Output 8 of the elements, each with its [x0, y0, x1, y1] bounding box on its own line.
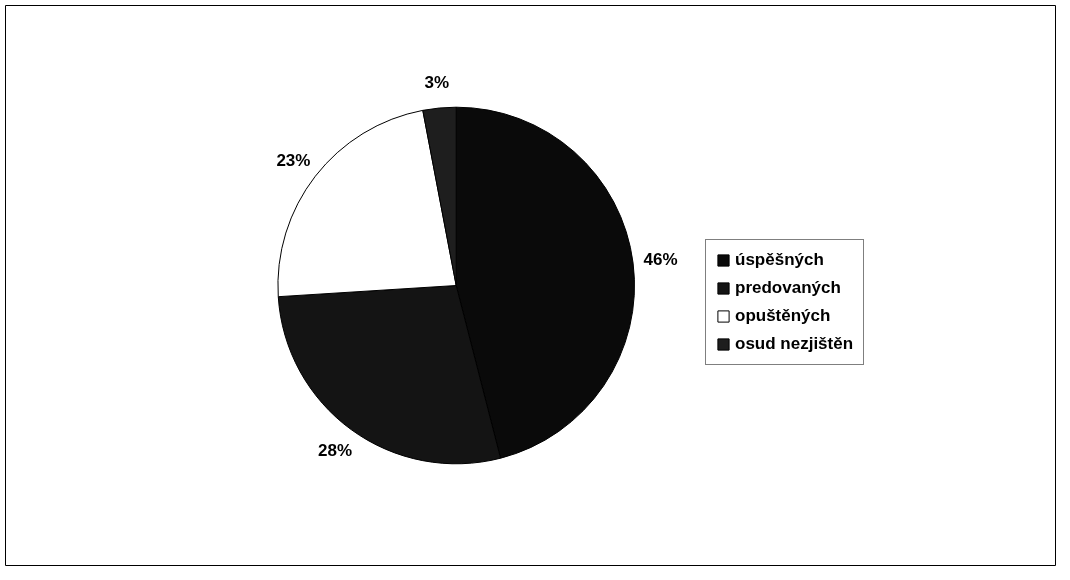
data-label: 3% [424, 72, 450, 92]
data-label: 23% [276, 150, 311, 170]
legend-label: úspěšných [735, 250, 824, 270]
legend-label: osud nezjištěn [735, 334, 854, 354]
data-label: 46% [643, 250, 678, 270]
legend-label: predovaných [735, 278, 841, 298]
legend-label: opuštěných [735, 306, 831, 326]
data-label: 28% [318, 441, 353, 461]
